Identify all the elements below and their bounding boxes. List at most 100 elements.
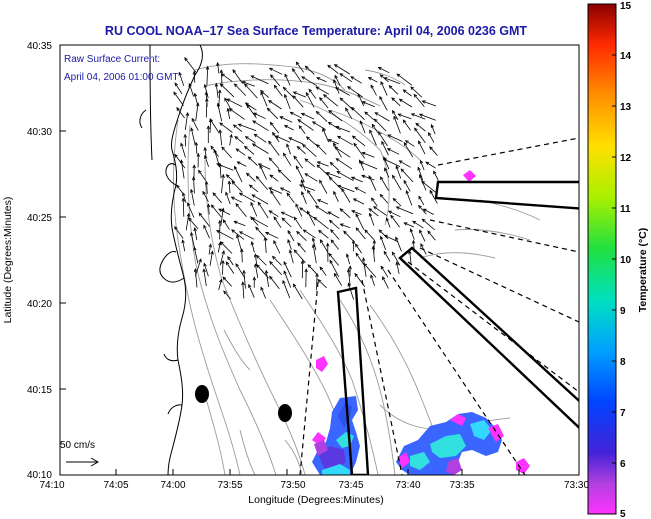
current-vector (362, 258, 367, 277)
current-vector-head (225, 191, 229, 196)
current-vector (219, 250, 225, 266)
y-tick-label: 40:15 (27, 385, 52, 396)
current-vector-head (345, 253, 350, 258)
current-vector-head (282, 86, 287, 91)
current-vector (360, 161, 378, 170)
current-vector-head (204, 180, 209, 185)
current-vector (388, 85, 399, 95)
current-vector-head (192, 70, 197, 75)
current-vector (290, 111, 303, 119)
current-vector-head (219, 241, 224, 245)
current-vector (315, 205, 329, 215)
current-vector (301, 191, 307, 204)
current-vector-head (282, 279, 286, 284)
current-vector-head (341, 188, 345, 193)
current-vector-head (269, 260, 273, 265)
current-vector-head (283, 152, 287, 157)
current-vector (368, 208, 379, 217)
current-vector-head (238, 231, 243, 235)
current-vector-head (273, 216, 278, 221)
current-vector (204, 84, 209, 99)
current-vector (280, 187, 291, 193)
colorbar-tick-label: 13 (620, 102, 632, 113)
scale-label: 50 cm/s (60, 440, 95, 451)
current-vector-head (195, 102, 200, 107)
current-vector (283, 270, 292, 288)
current-vector-head (419, 229, 423, 234)
current-vector-head (414, 127, 418, 132)
current-vector-head (230, 196, 235, 200)
current-vector (292, 95, 304, 108)
current-vector-head (192, 164, 196, 169)
current-vector (242, 282, 245, 299)
current-vector-head (204, 91, 209, 96)
current-vector (297, 146, 306, 155)
current-vector (420, 160, 425, 171)
current-vector-head (391, 251, 396, 256)
current-vector-head (316, 77, 321, 81)
current-vector (203, 263, 209, 277)
current-vector-head (361, 174, 366, 179)
current-vector-head (319, 97, 323, 101)
current-vector (243, 270, 246, 289)
current-vector (427, 230, 436, 241)
current-vector-head (176, 107, 180, 112)
current-vector-head (208, 243, 212, 248)
current-vector (335, 87, 350, 96)
current-vector (316, 144, 327, 155)
x-tick-label: 74:05 (103, 480, 128, 491)
current-vector-head (300, 259, 305, 264)
current-vector (412, 220, 424, 229)
current-vector-head (264, 231, 269, 236)
current-vector (185, 213, 190, 231)
current-vector-head (419, 159, 424, 164)
y-tick-label: 40:20 (27, 299, 52, 310)
current-vector-head (217, 89, 222, 94)
current-vector-head (296, 230, 301, 235)
current-vector (254, 264, 259, 278)
current-vector (217, 62, 220, 74)
current-vector (195, 142, 198, 155)
current-vector (235, 263, 246, 279)
current-vector (372, 246, 375, 262)
x-tick-label: 73:40 (395, 480, 420, 491)
current-vector (355, 213, 365, 230)
current-vector (231, 181, 243, 193)
current-vector-head (370, 274, 374, 279)
current-vector-head (355, 213, 359, 218)
current-vector (378, 131, 388, 147)
current-vector (234, 221, 246, 227)
current-vector-head (311, 237, 316, 242)
current-vector (293, 249, 306, 264)
current-vector (337, 185, 355, 193)
current-vector-head (398, 98, 403, 103)
current-vector-head (203, 224, 207, 229)
current-vector (423, 208, 434, 215)
current-vector-head (289, 111, 294, 116)
current-vector (188, 83, 194, 97)
current-vector (256, 255, 267, 266)
current-vector (393, 198, 402, 207)
current-vector (429, 190, 438, 204)
current-vector (219, 129, 223, 146)
x-tick-label: 73:55 (217, 480, 242, 491)
current-vector-head (308, 88, 313, 93)
current-vector-head (293, 249, 298, 254)
current-vector-head (202, 268, 206, 273)
current-vector-head (193, 246, 197, 251)
current-vector (299, 207, 314, 219)
current-vector-head (374, 112, 379, 116)
current-vector (244, 146, 255, 155)
current-vector (318, 230, 329, 239)
current-vector (369, 213, 375, 226)
current-vector (180, 160, 185, 179)
current-vector-head (260, 286, 264, 291)
current-vector-head (333, 142, 337, 147)
current-vector (395, 237, 402, 252)
current-vector-head (319, 179, 323, 184)
current-vector (228, 181, 231, 194)
current-vector (306, 136, 318, 147)
current-vector (245, 136, 256, 144)
current-vector (202, 191, 209, 202)
current-vector (299, 184, 316, 191)
